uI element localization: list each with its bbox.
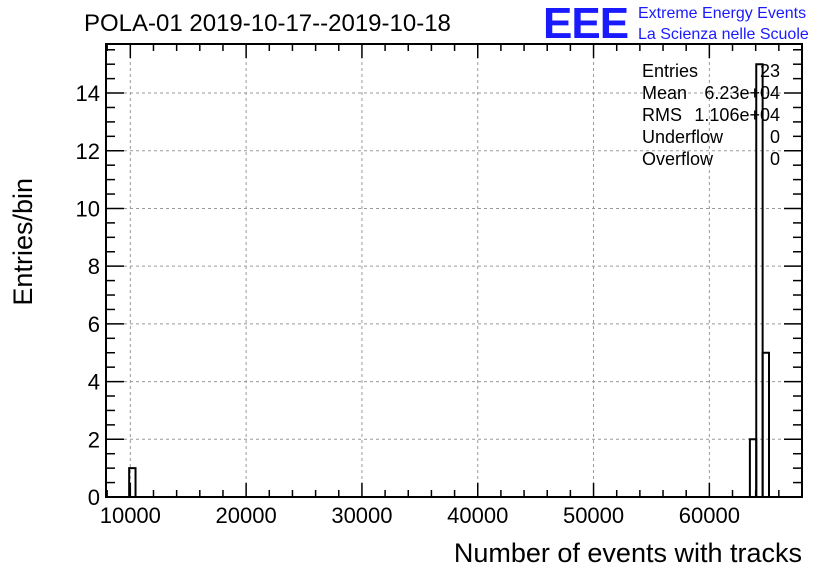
stats-value: 1.106e+04 [694,105,780,125]
eee-logo: EEE [543,0,629,48]
stats-label: Entries [642,61,699,81]
y-tick-label: 2 [88,427,100,452]
stats-box: Entries 23 Mean 6.23e+04 RMS 1.106e+04 U… [642,60,780,170]
histogram-bars [128,63,770,497]
y-tick-labels: 0 2 4 6 8 10 12 14 [76,81,100,510]
x-tick-label: 40000 [447,503,508,528]
x-tick-label: 30000 [331,503,392,528]
grid-lines [106,44,802,497]
stats-row-overflow: Overflow 0 [642,148,780,170]
y-tick-label: 6 [88,312,100,337]
logo-line-1: Extreme Energy Events [638,5,807,22]
y-tick-label: 10 [76,196,100,221]
axis-ticks [106,44,803,498]
stats-label: Mean [642,83,688,103]
logo-line-2: La Scienza nelle Scuole [638,26,809,43]
x-tick-label: 60000 [679,503,740,528]
stats-value: 0 [769,127,780,147]
histogram-bin [761,351,770,497]
x-tick-label: 50000 [563,503,624,528]
stats-value: 0 [769,149,780,169]
stats-row-entries: Entries 23 [642,60,780,82]
y-tick-label: 14 [76,81,100,106]
y-tick-label: 8 [88,254,100,279]
x-tick-label: 20000 [216,503,277,528]
y-tick-label: 12 [76,139,100,164]
stats-label: Overflow [642,149,714,169]
y-axis-label: Entries/bin [8,178,38,306]
stats-value: 23 [759,61,780,81]
histogram-bin [128,467,137,497]
stats-label: Underflow [642,127,724,147]
y-tick-label: 4 [88,370,100,395]
histogram-bin [755,63,764,497]
x-tick-labels: 10000 20000 30000 40000 50000 60000 [100,503,740,528]
x-axis-label: Number of events with tracks [454,538,802,568]
stats-row-mean: Mean 6.23e+04 [642,82,780,104]
x-tick-label: 10000 [100,503,161,528]
chart-title: POLA-01 2019-10-17--2019-10-18 [84,10,451,37]
y-tick-label: 0 [88,485,100,510]
stats-row-underflow: Underflow 0 [642,126,780,148]
stats-label: RMS [642,105,682,125]
stats-row-rms: RMS 1.106e+04 [642,104,780,126]
stats-value: 6.23e+04 [704,83,780,103]
